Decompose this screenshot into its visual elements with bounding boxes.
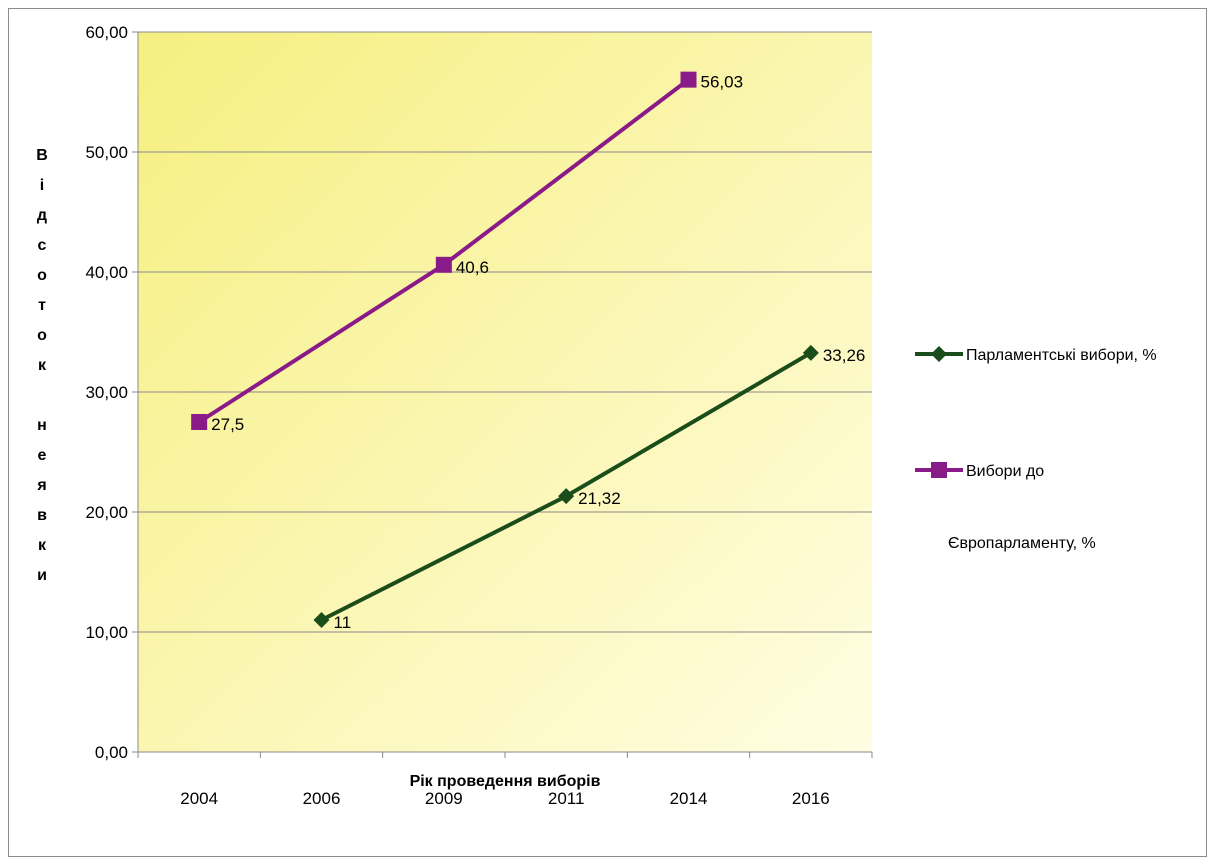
legend-label: Вибори до — [966, 463, 1044, 480]
series-2: 27,5 40,6 56,03 — [191, 71, 744, 434]
x-tick-label: 2011 — [548, 789, 585, 808]
legend: Парламентські вибори, % Вибори до Європарл… — [915, 346, 1157, 552]
x-tick-label: 2009 — [425, 789, 463, 808]
x-axis-ticks: 2004 2006 2009 2011 2014 2016 — [137, 752, 873, 808]
series-1: 11 21,32 33,26 — [313, 344, 866, 632]
x-tick-label: 2006 — [303, 789, 341, 808]
y-tick-label: 0,00 — [95, 743, 128, 762]
y-axis-title-char: е — [38, 447, 47, 464]
x-tick-label: 2014 — [670, 789, 708, 808]
y-tick-label: 50,00 — [85, 143, 128, 162]
square-marker — [435, 256, 452, 273]
data-label: 27,5 — [211, 415, 244, 434]
legend-item-1: Парламентські вибори, % — [915, 346, 1157, 364]
x-tick-label: 2016 — [792, 789, 830, 808]
y-axis-title-char: и — [37, 567, 47, 584]
y-axis-title-char: о — [37, 327, 47, 344]
legend-label: Парламентські вибори, % — [966, 347, 1157, 364]
data-label: 33,26 — [823, 346, 866, 365]
diamond-marker — [802, 344, 819, 361]
y-tick-label: 10,00 — [85, 623, 128, 642]
y-axis-title-char: о — [37, 267, 47, 284]
y-axis-title-char: в — [37, 507, 47, 524]
y-axis-title-char: В — [36, 147, 48, 164]
y-tick-label: 30,00 — [85, 383, 128, 402]
y-axis-title-char: к — [38, 537, 47, 554]
data-label: 11 — [334, 613, 352, 632]
x-axis-title: Рік проведення виборів — [410, 773, 601, 790]
y-axis-title-char: с — [38, 237, 47, 254]
data-label: 21,32 — [578, 489, 621, 508]
y-axis-ticks: 0,00 10,00 20,00 30,00 40,00 50,00 60,00 — [85, 23, 138, 762]
y-tick-label: 20,00 — [85, 503, 128, 522]
diamond-marker — [558, 488, 575, 505]
x-tick-label: 2004 — [180, 789, 218, 808]
gridlines — [138, 31, 872, 633]
y-axis-title-char: к — [38, 357, 47, 374]
series-group: 11 21,32 33,26 27,5 40,6 56,03 — [191, 71, 866, 632]
y-axis-title-char: н — [37, 417, 47, 434]
legend-label: Європарламенту, % — [948, 535, 1096, 552]
y-axis-title-char: д — [37, 207, 47, 224]
legend-item-2: Вибори до Європарламенту, % — [915, 462, 1096, 552]
square-marker — [680, 71, 697, 88]
y-axis-title-char: і — [40, 177, 44, 194]
square-marker — [931, 462, 947, 478]
y-axis-title-char: я — [36, 477, 46, 494]
data-label: 56,03 — [701, 73, 744, 92]
y-tick-label: 40,00 — [85, 263, 128, 282]
diamond-marker — [313, 612, 330, 628]
y-axis-title-char: т — [38, 297, 46, 314]
diamond-marker — [931, 346, 947, 362]
data-label: 40,6 — [456, 258, 489, 277]
square-marker — [191, 414, 208, 430]
y-tick-label: 60,00 — [85, 23, 128, 42]
